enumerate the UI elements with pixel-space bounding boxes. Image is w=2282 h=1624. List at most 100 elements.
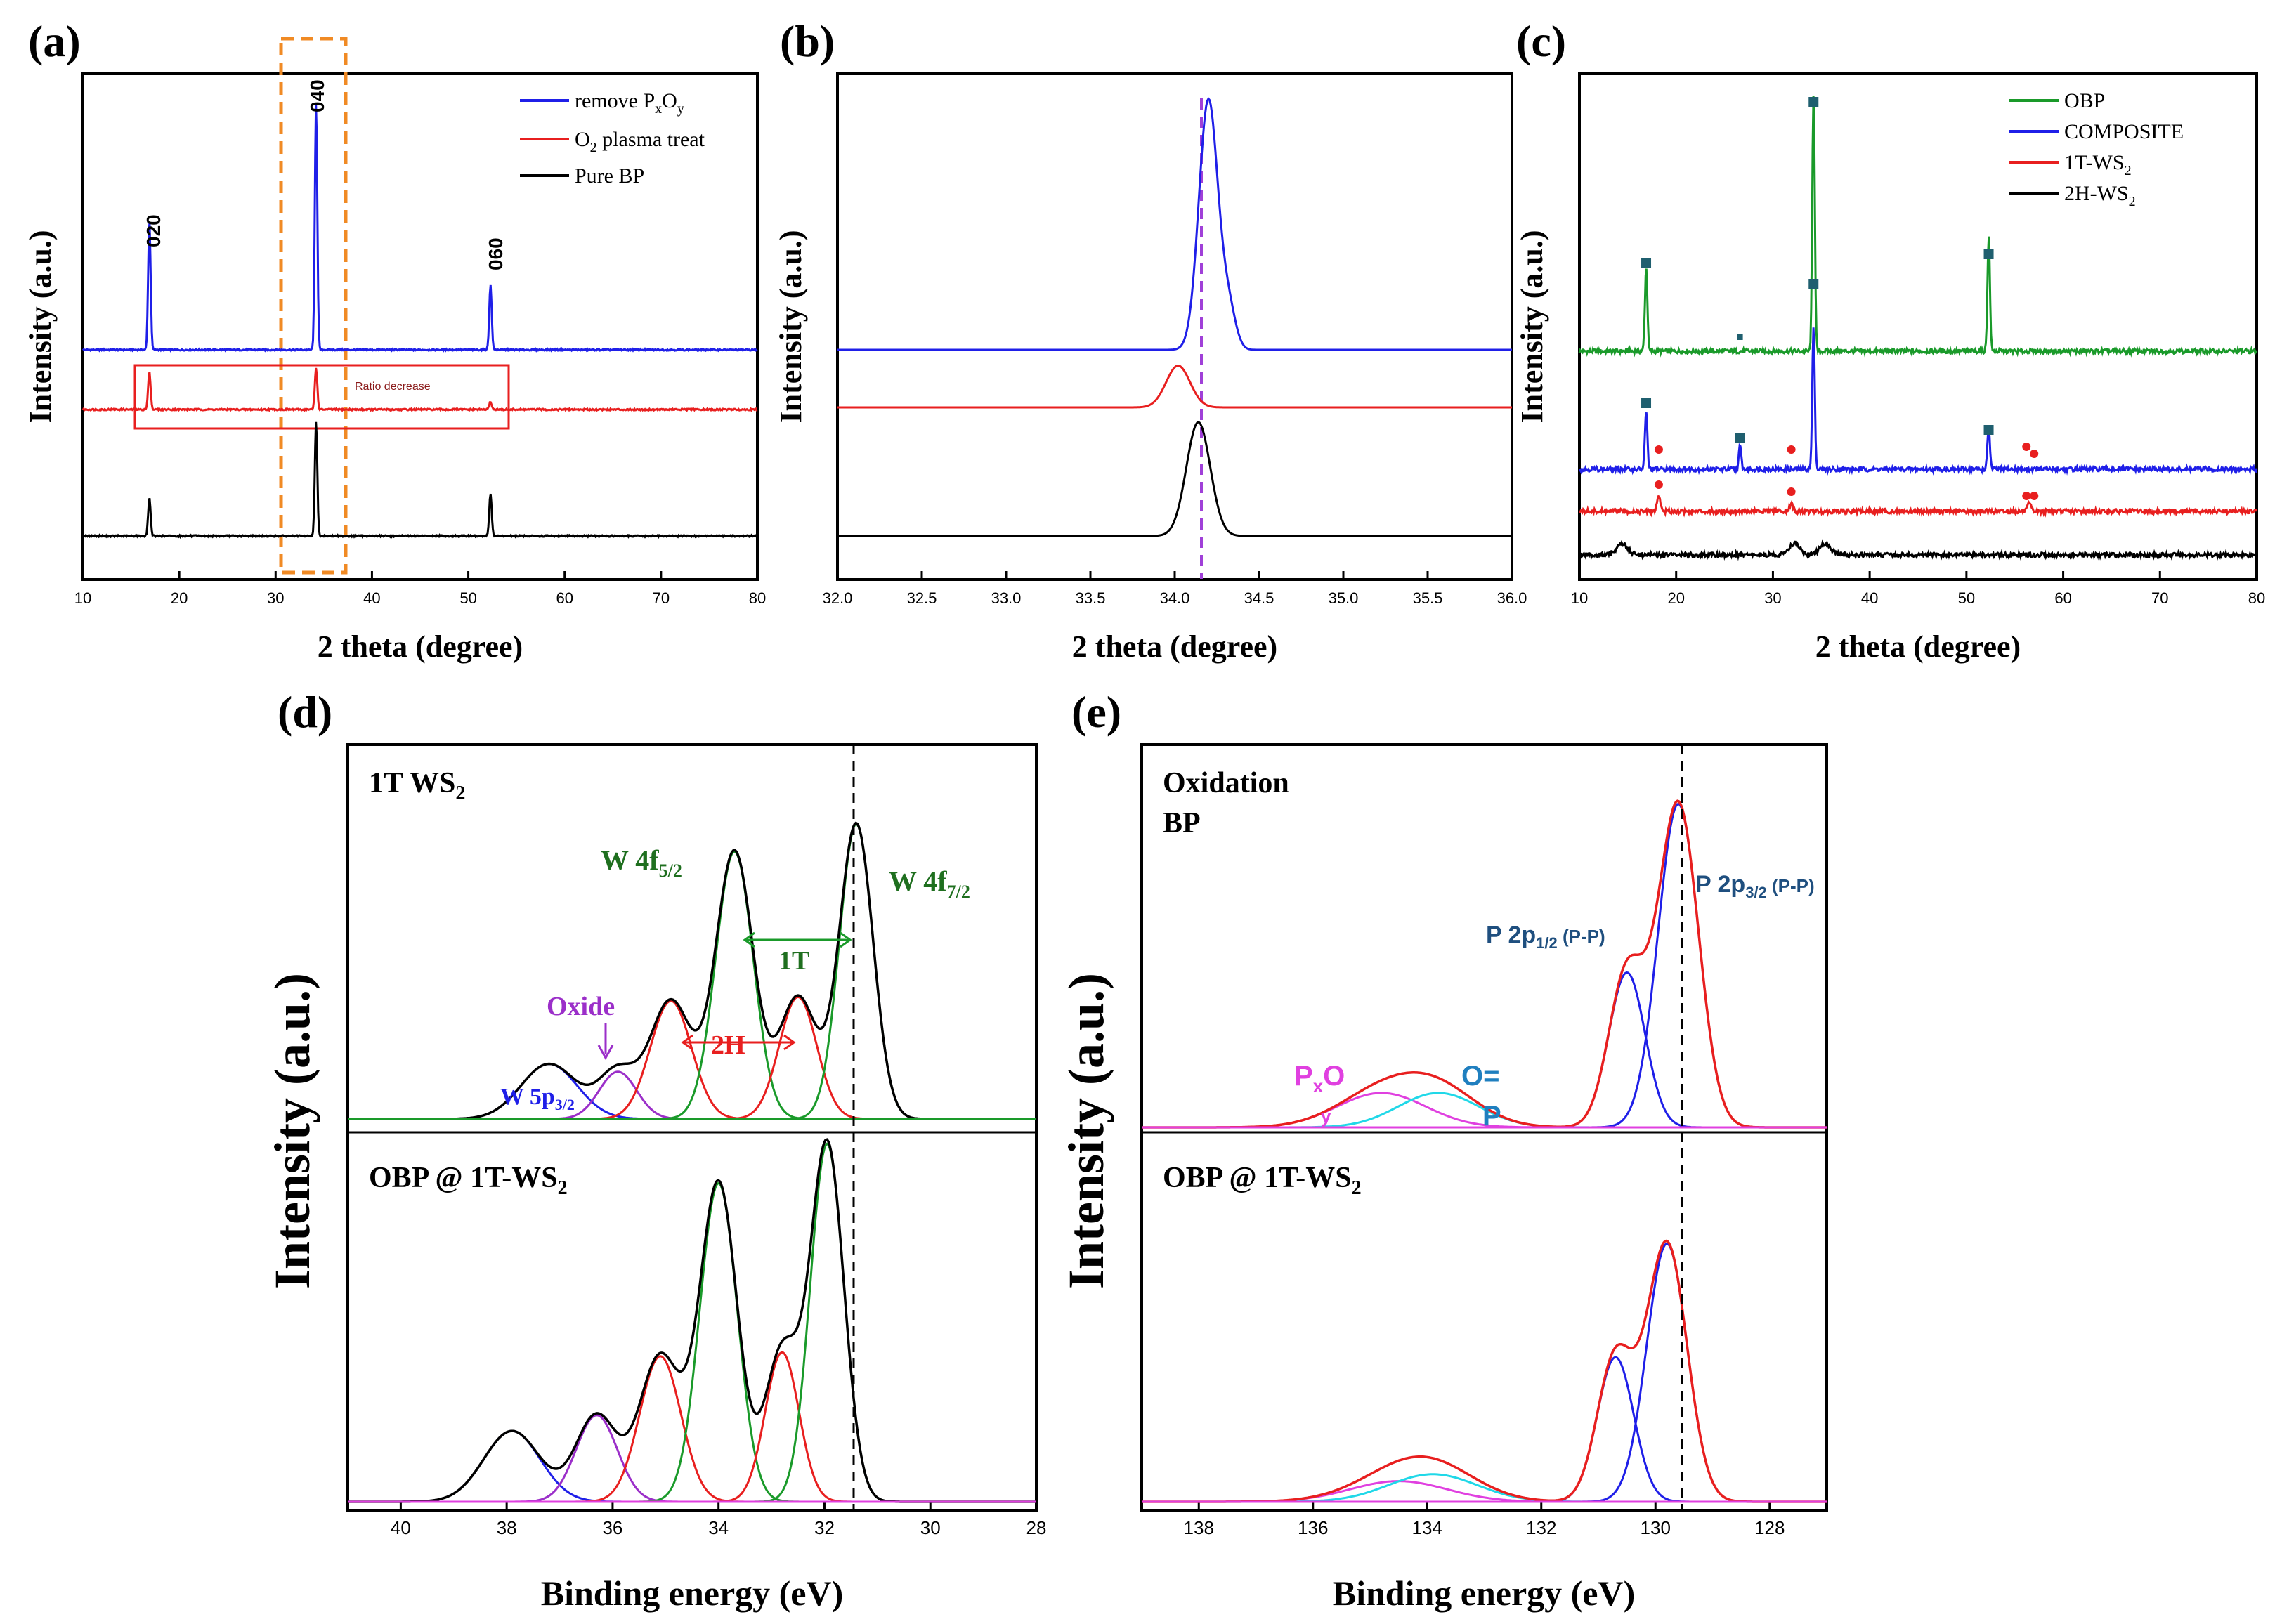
marker-square	[1641, 398, 1652, 408]
x-tick-label: 134	[1412, 1517, 1442, 1538]
component-peak-blue	[348, 1063, 1036, 1120]
marker-dot	[2022, 492, 2031, 500]
marker-dot	[1787, 445, 1796, 454]
legend-c-0: OBP	[2064, 89, 2105, 112]
series-line-2	[82, 421, 758, 539]
component-peak-blue	[348, 1429, 1036, 1503]
panel-c-xlabel: 2 theta (degree)	[1815, 629, 2021, 664]
x-tick-label: 40	[1861, 589, 1878, 607]
series-line-1	[837, 365, 1512, 409]
component-peak-blue	[1142, 1243, 1827, 1503]
label-w4f52: W 4f5/2	[601, 844, 682, 881]
panel-b-ylabel: Intensity (a.u.)	[774, 230, 808, 423]
series-line-0	[82, 105, 758, 353]
panel-c-letter: (c)	[1516, 16, 1566, 66]
panel-a-ylabel: Intensity (a.u.)	[23, 230, 58, 423]
panel-e-xlabel: Binding energy (eV)	[1333, 1573, 1636, 1613]
component-peak-red	[348, 1351, 1036, 1503]
panel-c-legend: OBP COMPOSITE 1T-WS2 2H-WS2	[2009, 89, 2184, 209]
marker-square	[1737, 334, 1743, 340]
legend-c-2: 1T-WS2	[2064, 151, 2132, 178]
legend-a-0: remove PxOy	[575, 89, 684, 117]
label-p32: P 2p3/2 (P-P)	[1695, 871, 1815, 901]
x-tick-label: 10	[74, 589, 91, 607]
x-tick-label: 80	[749, 589, 766, 607]
x-tick-label: 50	[459, 589, 476, 607]
marker-square	[1641, 258, 1652, 268]
marker-square	[1735, 433, 1745, 443]
panel-b-letter: (b)	[780, 16, 835, 66]
x-tick-label: 60	[556, 589, 573, 607]
panel-e-x-ticks: 138 136 134 132 130 128	[1184, 1502, 1785, 1538]
panel-d-x-ticks: 40 38 36 34 32 30 28	[391, 1502, 1046, 1538]
panel-a: (a) 10 20 30 40 50 60 70 80 2 theta (degree) In…	[23, 16, 766, 664]
x-tick-label: 60	[2054, 589, 2071, 607]
panel-d-bottom-title: OBP @ 1T-WS2	[369, 1162, 568, 1199]
component-peak-green	[348, 1142, 1036, 1503]
marker-dot	[1654, 480, 1663, 489]
legend-c-3: 2H-WS2	[2064, 182, 2136, 209]
panel-a-x-ticks: 10 20 30 40 50 60 70 80	[74, 571, 766, 607]
label-p12: P 2p1/2 (P-P)	[1486, 922, 1605, 952]
panel-e-lines	[1142, 799, 1827, 1503]
panel-a-lines	[82, 105, 758, 539]
label-1t: 1T	[778, 946, 809, 976]
x-tick-label: 34.5	[1244, 589, 1274, 607]
legend-a-2: Pure BP	[575, 164, 644, 188]
label-oxide: Oxide	[547, 992, 615, 1021]
panel-e-bottom-title: OBP @ 1T-WS2	[1163, 1162, 1362, 1199]
panel-c-frame	[1578, 72, 2258, 581]
label-pxo-y: y	[1321, 1106, 1331, 1127]
x-tick-label: 20	[171, 589, 188, 607]
panel-e-top-title1: Oxidation	[1163, 767, 1289, 799]
x-tick-label: 33.0	[991, 589, 1022, 607]
series-line-0	[837, 96, 1512, 351]
peak-label-040: 040	[306, 79, 328, 112]
x-tick-label: 130	[1641, 1517, 1671, 1538]
series-line-1	[1579, 327, 2258, 476]
x-tick-label: 34.0	[1160, 589, 1190, 607]
marker-square	[1983, 249, 1994, 259]
panel-a-xlabel: 2 theta (degree)	[318, 629, 523, 664]
x-tick-label: 30	[1764, 589, 1781, 607]
x-tick-label: 80	[2248, 589, 2265, 607]
panel-d-letter: (d)	[278, 687, 332, 737]
panel-c: (c) 10 20 30 40 50 60 70 80 2 theta (degree) In…	[1515, 16, 2265, 664]
panel-a-legend: remove PxOy O2 plasma treat Pure BP	[520, 89, 705, 188]
label-2h: 2H	[711, 1030, 745, 1060]
label-op-2: P	[1482, 1101, 1501, 1132]
x-tick-label: 33.5	[1076, 589, 1106, 607]
x-tick-label: 132	[1526, 1517, 1556, 1538]
panel-d-xlabel: Binding energy (eV)	[541, 1573, 844, 1613]
series-line-0	[1578, 96, 2258, 358]
panel-d-ylabel: Intensity (a.u.)	[264, 973, 320, 1289]
panel-e: (e) 138 136 134 132 130 128 Binding energy (e…	[1058, 687, 1828, 1613]
peak-label-020: 020	[143, 214, 164, 247]
x-tick-label: 128	[1754, 1517, 1785, 1538]
panel-b: (b) 32.0 32.5 33.0 33.5 34.0 34.5 35.0 35.5 36.0…	[774, 16, 1527, 664]
panel-a-ratio-box	[133, 364, 510, 430]
label-w5p: W 5p3/2	[500, 1084, 575, 1113]
panel-c-lines	[1578, 96, 2258, 561]
x-tick-label: 10	[1571, 589, 1588, 607]
panel-e-top-title2: BP	[1163, 807, 1201, 839]
panel-b-xlabel: 2 theta (degree)	[1072, 629, 1277, 664]
component-peak-blue	[1142, 1356, 1827, 1503]
marker-square	[1983, 425, 1994, 435]
marker-dot	[2030, 450, 2039, 458]
x-tick-label: 20	[1667, 589, 1684, 607]
marker-dot	[1654, 445, 1663, 454]
x-tick-label: 32.5	[907, 589, 937, 607]
marker-dot	[2022, 443, 2031, 451]
marker-dot	[1787, 487, 1796, 496]
x-tick-label: 50	[1958, 589, 1975, 607]
series-line-2	[1579, 495, 2258, 518]
oxide-arrow-head	[597, 1045, 614, 1061]
panel-d: (d) 40 38 36 34 32 30 28 Binding energy (eV) I…	[264, 687, 1046, 1613]
panel-e-letter: (e)	[1071, 687, 1121, 737]
panel-c-markers	[1641, 97, 2039, 500]
series-line-1	[82, 367, 758, 413]
x-tick-label: 35.0	[1329, 589, 1359, 607]
label-w4f72: W 4f7/2	[889, 865, 970, 902]
